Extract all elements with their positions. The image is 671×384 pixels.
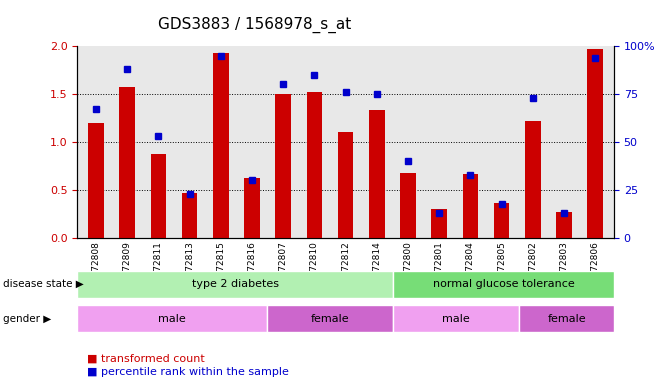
Bar [393, 305, 519, 332]
Bar [275, 94, 291, 238]
Bar [266, 305, 393, 332]
Bar [494, 203, 509, 238]
Bar [556, 212, 572, 238]
Text: ■ transformed count: ■ transformed count [87, 354, 205, 364]
Bar [244, 177, 260, 238]
Bar [431, 209, 447, 238]
Bar [77, 305, 266, 332]
Bar [525, 121, 541, 238]
Text: gender ▶: gender ▶ [3, 314, 52, 324]
Bar [307, 92, 322, 238]
Text: GDS3883 / 1568978_s_at: GDS3883 / 1568978_s_at [158, 17, 352, 33]
Text: normal glucose tolerance: normal glucose tolerance [433, 279, 574, 289]
Bar [519, 305, 614, 332]
Bar [338, 132, 354, 238]
Text: female: female [311, 314, 349, 324]
Bar [369, 111, 384, 238]
Bar [88, 123, 104, 238]
Text: male: male [442, 314, 470, 324]
Bar [182, 193, 197, 238]
Bar [400, 173, 416, 238]
Text: male: male [158, 314, 186, 324]
Text: ■ percentile rank within the sample: ■ percentile rank within the sample [87, 367, 289, 377]
Bar [77, 271, 393, 298]
Text: type 2 diabetes: type 2 diabetes [191, 279, 278, 289]
Bar [462, 174, 478, 238]
Bar [150, 154, 166, 238]
Bar [213, 53, 229, 238]
Bar [119, 88, 135, 238]
Bar [587, 49, 603, 238]
Bar [393, 271, 614, 298]
Text: female: female [548, 314, 586, 324]
Text: disease state ▶: disease state ▶ [3, 279, 84, 289]
